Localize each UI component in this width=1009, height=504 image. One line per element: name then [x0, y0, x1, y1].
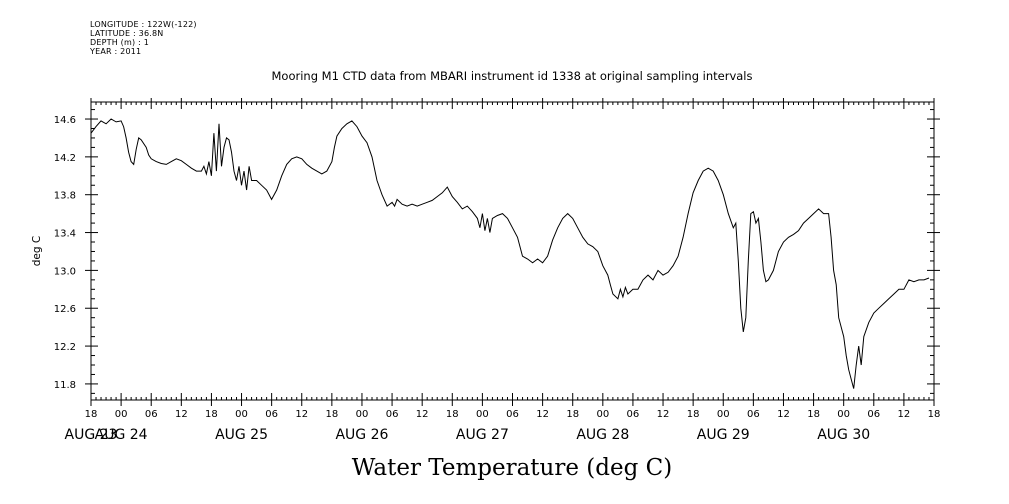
year-label: YEAR : 2011	[90, 47, 142, 56]
x-day-label: AUG 26	[335, 427, 388, 443]
x-hour-tick-label: 18	[446, 409, 459, 420]
metadata-block: LONGITUDE : 122W(-122) LATITUDE : 36.8N …	[90, 20, 197, 56]
y-tick-label: 13.4	[54, 229, 76, 240]
y-axis-label: deg C	[31, 236, 43, 266]
x-hour-tick-label: 12	[657, 409, 670, 420]
y-tick-label: 13.0	[54, 266, 76, 277]
bottom-title: Water Temperature (deg C)	[352, 455, 672, 481]
depth-label: DEPTH (m) : 1	[90, 38, 149, 47]
y-tick-label: 13.8	[54, 191, 76, 202]
chart-title: Mooring M1 CTD data from MBARI instrumen…	[272, 69, 753, 83]
x-hour-tick-label: 06	[265, 409, 278, 420]
x-day-label: AUG 28	[576, 427, 629, 443]
x-hour-tick-label: 12	[175, 409, 188, 420]
x-hour-tick-label: 12	[777, 409, 790, 420]
x-hour-tick-label: 18	[687, 409, 700, 420]
x-hour-tick-label: 06	[145, 409, 158, 420]
x-hour-tick-label: 18	[85, 409, 98, 420]
x-hour-tick-label: 12	[416, 409, 429, 420]
x-day-label: AUG 24	[95, 427, 148, 443]
x-day-label: AUG 29	[697, 427, 750, 443]
x-hour-tick-label: 00	[115, 409, 128, 420]
x-hour-tick-label: 06	[747, 409, 760, 420]
x-hour-tick-label: 00	[837, 409, 850, 420]
x-day-label: AUG 30	[817, 427, 870, 443]
y-ticks: 11.8 12.2 12.6 13.0 13.4 13.8 14.2 14.6	[54, 109, 940, 394]
x-hour-tick-label: 18	[566, 409, 579, 420]
y-tick-label: 11.8	[54, 380, 76, 391]
x-hour-tick-label: 00	[356, 409, 369, 420]
x-hour-tick-label: 00	[476, 409, 489, 420]
y-tick-label: 12.2	[54, 342, 76, 353]
x-hour-tick-label: 06	[627, 409, 640, 420]
x-day-label: AUG 25	[215, 427, 268, 443]
x-hour-tick-label: 12	[536, 409, 549, 420]
x-day-label: AUG 27	[456, 427, 509, 443]
x-day-label: AUG 23	[65, 427, 118, 443]
x-hour-tick-label: 06	[506, 409, 519, 420]
x-hour-tick-label: 18	[928, 409, 941, 420]
x-hour-tick-label: 06	[867, 409, 880, 420]
x-hour-tick-label: 12	[898, 409, 911, 420]
x-hour-tick-label: 06	[386, 409, 399, 420]
temperature-series-line	[90, 118, 930, 389]
x-hour-tick-label: 00	[596, 409, 609, 420]
x-hour-tick-label: 18	[325, 409, 338, 420]
longitude-label: LONGITUDE : 122W(-122)	[90, 20, 197, 29]
x-ticks: 18 00 06 12 18 00 06 12 18 00 06 12 18 00 06 12 18 00 06 12…	[65, 98, 941, 443]
latitude-label: LATITUDE : 36.8N	[90, 29, 164, 38]
x-hour-tick-label: 12	[295, 409, 308, 420]
y-tick-label: 14.6	[54, 115, 76, 126]
y-tick-label: 14.2	[54, 153, 76, 164]
x-hour-tick-label: 18	[205, 409, 218, 420]
x-hour-tick-label: 00	[235, 409, 248, 420]
x-hour-tick-label: 00	[717, 409, 730, 420]
x-hour-tick-label: 18	[807, 409, 820, 420]
y-tick-label: 12.6	[54, 304, 76, 315]
